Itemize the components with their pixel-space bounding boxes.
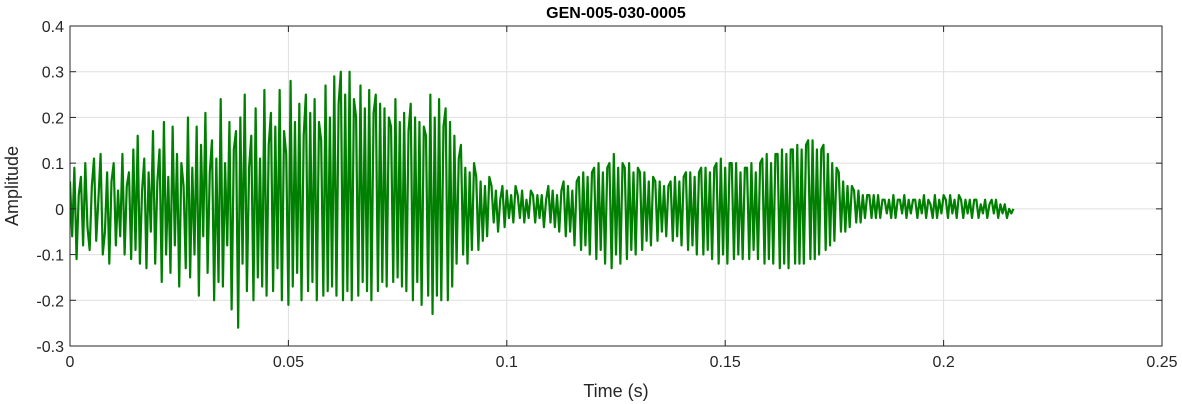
y-tick-label: 0.3 <box>42 65 64 82</box>
y-axis-label: Amplitude <box>2 146 22 226</box>
series-line <box>70 70 1015 329</box>
x-tick-label: 0.2 <box>932 354 954 371</box>
y-tick-label: -0.3 <box>36 339 64 356</box>
y-tick-label: 0 <box>55 202 64 219</box>
y-tick-label: 0.2 <box>42 110 64 127</box>
y-tick-label: -0.1 <box>36 248 64 265</box>
x-tick-label: 0.15 <box>710 354 741 371</box>
plot-area <box>70 70 1015 329</box>
axes-box <box>69 25 1163 347</box>
y-tick-label: 0.1 <box>42 156 64 173</box>
y-tick-label: 0.4 <box>42 19 64 36</box>
x-tick-label: 0.1 <box>496 354 518 371</box>
x-axis-label: Time (s) <box>583 381 648 401</box>
x-tick-label: 0 <box>66 354 75 371</box>
tick-labels: 0 0.05 0.1 0.15 0.2 0.25 -0.3 -0.2 -0.1 0 0.1 0.2 0.… <box>36 19 1177 371</box>
chart-title: GEN-005-030-0005 <box>546 5 686 22</box>
x-tick-label: 0.05 <box>273 354 304 371</box>
ticks <box>69 25 1163 347</box>
x-tick-label: 0.25 <box>1146 354 1177 371</box>
y-tick-label: -0.2 <box>36 293 64 310</box>
